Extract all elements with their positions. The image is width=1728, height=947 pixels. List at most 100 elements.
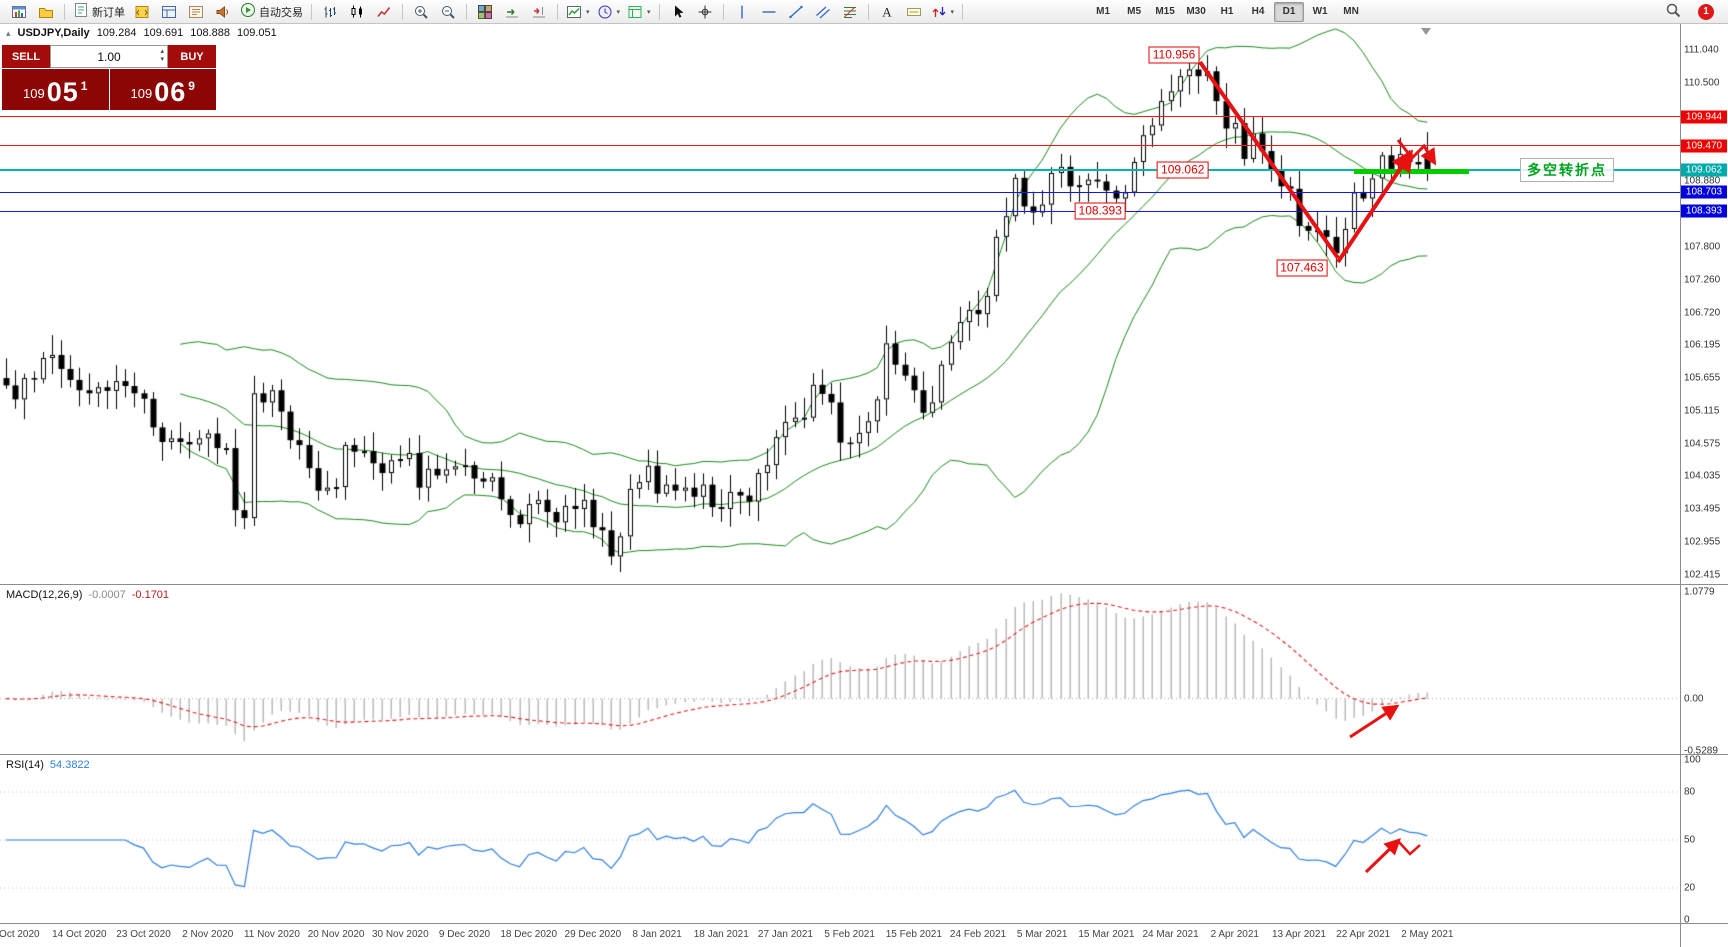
auto-scroll-icon[interactable]: [499, 1, 525, 23]
timeframe-h4[interactable]: H4: [1251, 6, 1265, 17]
toolbar-separator: [722, 3, 724, 20]
timeframe-mn[interactable]: MN: [1343, 6, 1359, 17]
zoom-out-icon[interactable]: [435, 1, 461, 23]
dropdown-caret-icon[interactable]: ▾: [647, 8, 651, 16]
timeframe-m30[interactable]: M30: [1186, 6, 1206, 17]
timeframe-h1[interactable]: H1: [1220, 6, 1234, 17]
price-tick: 104.035: [1684, 470, 1721, 482]
macd-label: MACD(12,26,9) -0.0007 -0.1701: [6, 589, 170, 601]
price-level-line-109.944[interactable]: [0, 116, 1680, 118]
price-tick: 105.655: [1684, 372, 1721, 384]
chart-shift-icon[interactable]: [526, 1, 552, 23]
trendline-icon[interactable]: [783, 1, 809, 23]
price-annotation-109.062[interactable]: 109.062: [1157, 161, 1209, 179]
bullish-support-segment[interactable]: [1353, 168, 1469, 174]
macd-rsi-separator[interactable]: [0, 754, 1728, 755]
vline-icon[interactable]: [729, 1, 755, 23]
price-tick: 111.040: [1684, 44, 1719, 56]
price-tick: 107.800: [1684, 241, 1721, 253]
time-label: 5 Mar 2021: [1016, 929, 1068, 940]
new-order-icon: [73, 2, 89, 21]
toolbar-separator: [64, 3, 65, 20]
data-window-icon[interactable]: [156, 1, 182, 23]
sell-button[interactable]: SELL: [2, 45, 50, 68]
sell-price-box[interactable]: 109 05 1: [2, 69, 109, 110]
hline-icon[interactable]: [756, 1, 782, 23]
price-level-line-108.703[interactable]: [0, 191, 1680, 193]
price-macd-separator[interactable]: [0, 584, 1728, 585]
cursor-icon[interactable]: [665, 1, 691, 23]
price-annotation-108.393[interactable]: 108.393: [1074, 202, 1126, 220]
time-label: 18 Dec 2020: [500, 929, 558, 940]
ohlc-close: 109.051: [236, 27, 277, 39]
sell-price-sup: 1: [80, 79, 88, 93]
search-button[interactable]: [1660, 1, 1686, 23]
price-tick: 104.575: [1684, 438, 1721, 450]
volume-input[interactable]: 1.00 ▴ ▾: [50, 45, 168, 68]
rsi-axis-tick: 80: [1684, 786, 1696, 798]
timeframe-m1[interactable]: M1: [1096, 6, 1111, 17]
symbol-ohlc-header: ▴ USDJPY,Daily 109.284 109.691 108.888 1…: [6, 27, 277, 39]
volume-spinner[interactable]: ▴ ▾: [160, 48, 164, 63]
price-tick: 108.880: [1684, 175, 1721, 187]
price-annotation-107.463[interactable]: 107.463: [1276, 259, 1328, 277]
price-axis-label-109.062: 109.062: [1681, 163, 1727, 177]
price-annotation-110.956[interactable]: 110.956: [1148, 46, 1200, 64]
price-axis-line[interactable]: [1680, 24, 1681, 947]
price-level-line-108.393[interactable]: [0, 210, 1680, 212]
timeframe-m15[interactable]: M15: [1155, 6, 1175, 17]
rsi-axis-tick: 20: [1684, 882, 1696, 894]
notification-badge[interactable]: 1: [1698, 3, 1714, 20]
chart-expand-icon[interactable]: ▴: [6, 27, 11, 38]
crosshair-icon[interactable]: [692, 1, 718, 23]
dropdown-caret-icon[interactable]: ▾: [616, 8, 621, 16]
bar-chart-icon[interactable]: [317, 1, 343, 23]
rsi-panel-canvas[interactable]: [0, 755, 1680, 923]
timeframe-w1[interactable]: W1: [1312, 6, 1328, 17]
rsi-axis-tick: 50: [1684, 834, 1696, 846]
price-axis-label-109.470: 109.470: [1681, 139, 1727, 153]
dropdown-caret-icon[interactable]: ▾: [586, 8, 590, 16]
channel-icon[interactable]: [810, 1, 836, 23]
navigator-icon[interactable]: [183, 1, 209, 23]
chart-shift-marker-icon[interactable]: [1421, 28, 1431, 35]
profiles-icon[interactable]: [33, 1, 59, 23]
macd-axis-tick: 0.00: [1684, 693, 1704, 705]
fibo-icon[interactable]: [837, 1, 863, 23]
candle-chart-icon[interactable]: [344, 1, 370, 23]
timeframe-m5[interactable]: M5: [1127, 6, 1142, 17]
symbol-name: USDJPY,Daily: [17, 27, 90, 39]
arrows-icon[interactable]: ▾: [928, 1, 958, 23]
sell-price-main: 109: [23, 86, 45, 101]
dropdown-caret-icon[interactable]: ▾: [950, 8, 955, 16]
time-label: 8 Jan 2021: [632, 929, 682, 940]
price-chart-canvas[interactable]: [0, 24, 1680, 584]
label-icon[interactable]: [901, 1, 927, 23]
timeframe-d1[interactable]: D1: [1274, 1, 1305, 22]
time-label: 5 Feb 2021: [824, 929, 875, 940]
templates-icon[interactable]: ▾: [624, 1, 654, 23]
line-chart-icon[interactable]: [371, 1, 397, 23]
text-icon[interactable]: A: [874, 1, 900, 23]
price-axis-label-109.944: 109.944: [1681, 110, 1727, 124]
time-label: 27 Jan 2021: [757, 929, 813, 940]
new-chart-icon[interactable]: [6, 1, 32, 23]
toolbar-separator: [962, 3, 964, 20]
metaeditor-icon[interactable]: [129, 1, 155, 23]
tile-windows-icon[interactable]: [472, 1, 498, 23]
alerts-icon[interactable]: [210, 1, 236, 23]
price-level-line-109.062[interactable]: [0, 169, 1680, 172]
zoom-in-icon[interactable]: [408, 1, 434, 23]
new-order-button[interactable]: 新订单: [70, 1, 128, 23]
indicators-icon[interactable]: ▾: [563, 1, 593, 23]
price-level-line-109.470[interactable]: [0, 145, 1680, 147]
macd-panel-canvas[interactable]: [0, 585, 1680, 754]
toolbar-separator: [658, 3, 660, 20]
buy-price-box[interactable]: 109 06 9: [109, 69, 216, 110]
periods-icon[interactable]: ▾: [594, 1, 624, 23]
turning-point-label[interactable]: 多空转折点: [1520, 158, 1614, 182]
price-tick: 110.500: [1684, 77, 1720, 89]
rsi-value: 54.3822: [49, 759, 90, 771]
buy-button[interactable]: BUY: [168, 45, 216, 68]
autotrading-button[interactable]: 自动交易: [237, 1, 306, 23]
